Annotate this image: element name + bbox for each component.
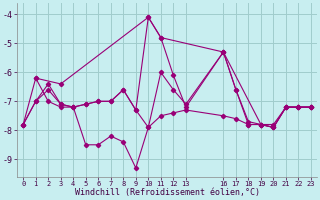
X-axis label: Windchill (Refroidissement éolien,°C): Windchill (Refroidissement éolien,°C) xyxy=(75,188,260,197)
